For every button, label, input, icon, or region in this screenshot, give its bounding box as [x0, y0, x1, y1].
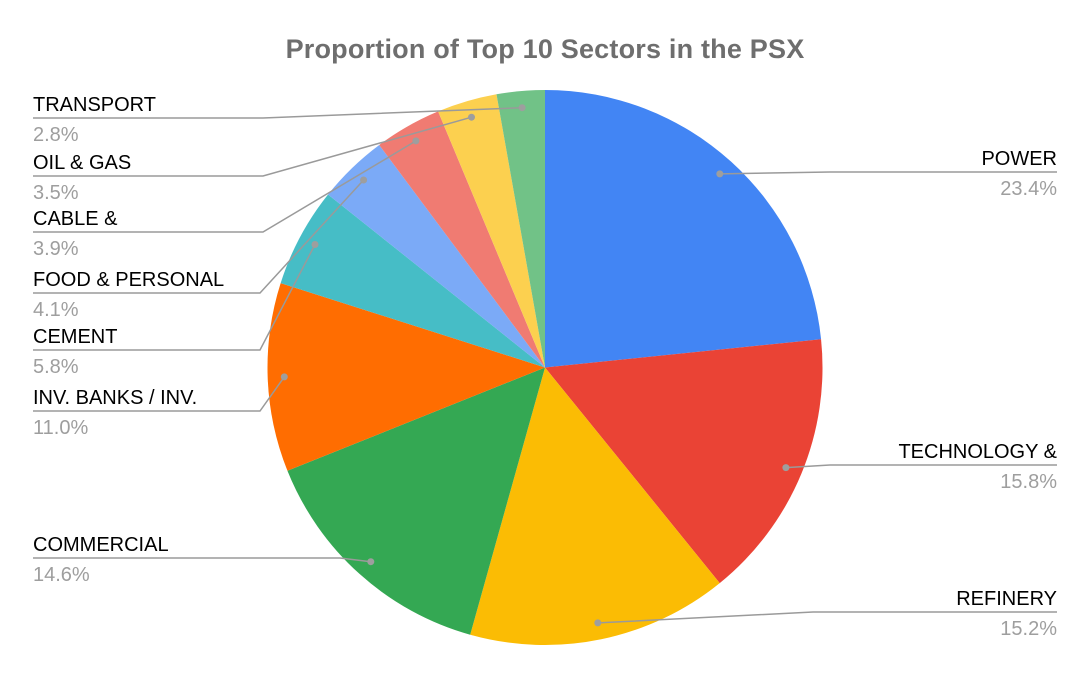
callout-dots: [280, 104, 790, 627]
pie-slice-oil-gas[interactable]: [438, 94, 545, 368]
callout-dot-cable: [412, 137, 420, 145]
leader-line-food-personal: [33, 179, 365, 294]
leader-line-cement: [33, 244, 316, 351]
pie-slices: [267, 90, 823, 645]
callout-dot-oil-gas: [468, 113, 475, 121]
sector-percent-technology: 15.8%: [1000, 471, 1057, 493]
callout-dot-commercial: [367, 558, 375, 566]
sector-label-cable: CABLE &: [33, 208, 118, 230]
sector-percent-food-personal: 4.1%: [33, 299, 79, 321]
sector-percent-commercial: 14.6%: [33, 564, 90, 586]
callout-dot-cement: [311, 241, 319, 248]
leader-line-transport: [33, 106, 523, 119]
sector-percent-refinery: 15.2%: [1000, 618, 1057, 640]
pie-slice-commercial[interactable]: [287, 367, 545, 635]
sector-percent-inv-banks-inv: 11.0%: [33, 417, 88, 439]
callout-dot-refinery: [594, 619, 602, 627]
sector-label-inv-banks-inv: INV. BANKS / INV.: [33, 387, 197, 409]
leader-line-refinery: [597, 611, 1057, 624]
sector-label-transport: TRANSPORT: [33, 94, 156, 116]
sector-percent-cable: 3.9%: [33, 238, 79, 260]
leader-line-oil-gas: [33, 116, 472, 177]
callout-dot-transport: [518, 104, 526, 112]
sector-label-power: POWER: [981, 148, 1057, 170]
leader-line-commercial: [33, 557, 371, 563]
leader-line-cable: [33, 140, 417, 233]
pie-slice-technology[interactable]: [545, 339, 823, 584]
sector-label-refinery: REFINERY: [956, 588, 1057, 610]
pie-slice-refinery[interactable]: [470, 367, 720, 645]
callout-labels: POWER 23.4% TECHNOLOGY & 15.8% REFINERY 15.2%…: [33, 94, 1058, 640]
pie-slice-inv-banks-inv[interactable]: [267, 283, 545, 471]
pie-slice-cable[interactable]: [379, 111, 545, 368]
leader-lines: [33, 106, 1057, 624]
pie-slice-cement[interactable]: [280, 194, 545, 368]
pie-slice-transport[interactable]: [496, 90, 545, 368]
pie-slice-food-personal[interactable]: [328, 144, 545, 368]
sector-percent-cement: 5.8%: [33, 356, 79, 378]
leader-line-power: [719, 171, 1057, 175]
callout-dot-power: [716, 170, 724, 178]
callout-dot-food-personal: [360, 176, 368, 184]
pie-slice-power[interactable]: [545, 90, 822, 368]
sector-label-food-personal: FOOD & PERSONAL: [33, 269, 224, 291]
chart-title: Proportion of Top 10 Sectors in the PSX: [285, 34, 805, 64]
sector-percent-transport: 2.8%: [33, 124, 79, 146]
callout-dot-inv-banks-inv: [280, 373, 288, 381]
sector-percent-oil-gas: 3.5%: [33, 182, 79, 204]
sector-percent-power: 23.4%: [1000, 178, 1057, 200]
sector-label-technology: TECHNOLOGY &: [898, 441, 1057, 463]
sector-label-cement: CEMENT: [33, 326, 117, 348]
sector-label-oil-gas: OIL & GAS: [33, 152, 131, 174]
sector-label-commercial: COMMERCIAL: [33, 534, 169, 556]
leader-line-inv-banks-inv: [33, 376, 285, 412]
leader-line-technology: [785, 464, 1057, 469]
callout-dot-technology: [782, 464, 790, 472]
